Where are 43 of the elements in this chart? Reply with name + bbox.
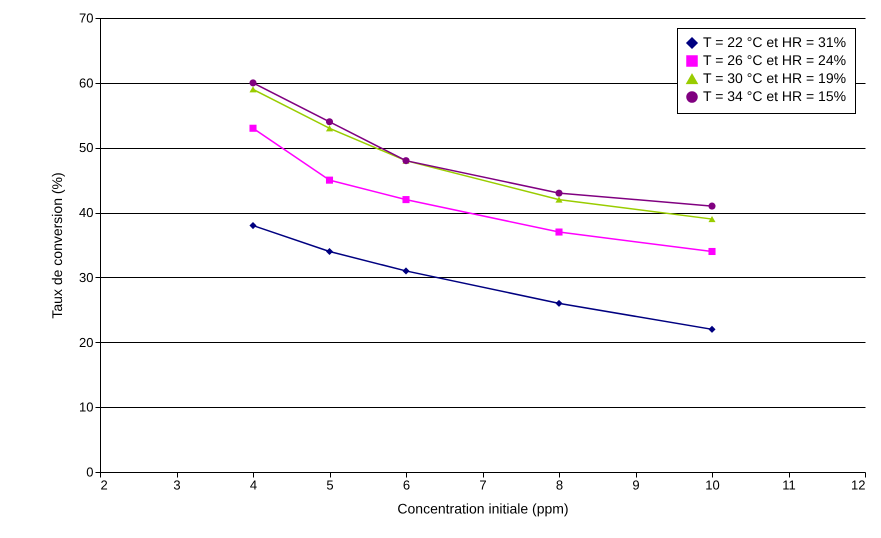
point <box>708 248 716 256</box>
y-tick-label: 30 <box>79 270 94 285</box>
y-tick-label: 10 <box>79 400 94 415</box>
point <box>708 326 716 333</box>
y-tick-label: 70 <box>79 10 94 26</box>
y-tick-label: 20 <box>79 334 94 350</box>
x-tick-label: 10 <box>705 478 720 492</box>
point <box>249 222 257 230</box>
legend-label: T = 34 °C et HR = 15% <box>703 88 846 104</box>
legend-label: T = 30 °C et HR = 19% <box>703 70 846 86</box>
x-tick-label: 2 <box>100 478 108 492</box>
point <box>402 196 410 204</box>
point <box>326 125 334 132</box>
point <box>555 196 563 203</box>
point <box>249 86 257 92</box>
point <box>555 228 563 236</box>
y-axis-title: Taux de conversion (%) <box>49 172 66 319</box>
point <box>708 216 716 222</box>
x-tick-label: 9 <box>632 478 640 492</box>
y-tick-label: 60 <box>79 75 94 90</box>
x-tick-label: 4 <box>250 478 258 492</box>
x-tick-label: 3 <box>173 478 181 492</box>
x-tick-label: 5 <box>326 478 334 492</box>
point <box>249 79 257 86</box>
point <box>555 300 563 307</box>
legend-label: T = 26 °C et HR = 24% <box>703 52 846 68</box>
x-tick-label: 12 <box>851 478 866 492</box>
x-axis-title: Concentration initiale (ppm) <box>397 500 569 516</box>
y-tick-label: 50 <box>79 140 94 156</box>
x-tick-label: 6 <box>402 478 410 492</box>
y-tick-label: 0 <box>86 464 94 480</box>
point <box>326 176 334 184</box>
point <box>402 267 410 274</box>
point <box>326 118 334 126</box>
point <box>555 190 563 197</box>
point <box>708 202 716 210</box>
legend-label: T = 22 °C et HR = 31% <box>703 34 846 50</box>
point <box>326 248 334 256</box>
x-tick-label: 11 <box>782 478 796 492</box>
point <box>249 124 257 132</box>
x-tick-label: 7 <box>479 478 487 492</box>
y-tick-label: 40 <box>79 205 94 220</box>
x-tick-label: 8 <box>556 478 564 492</box>
